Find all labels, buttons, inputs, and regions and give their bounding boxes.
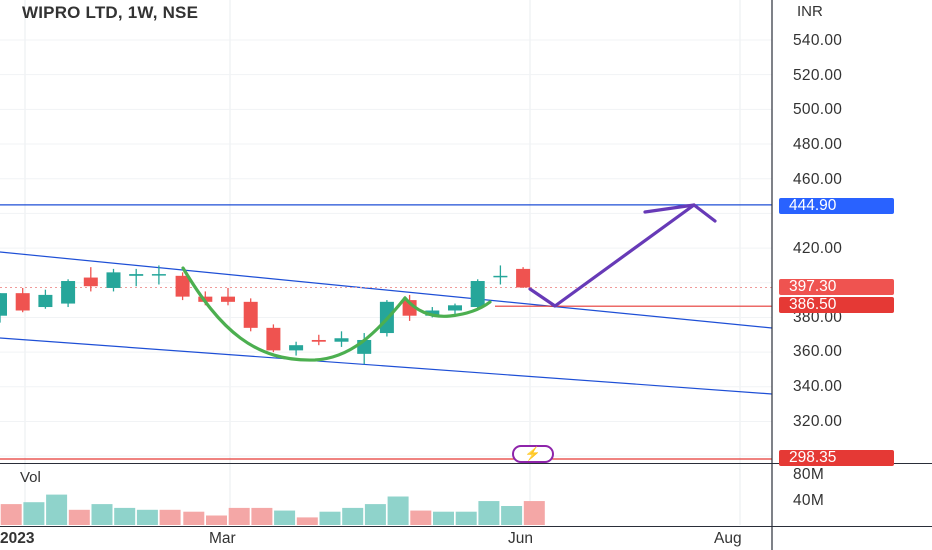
volume-bar — [136, 509, 158, 525]
time-axis-label: Aug — [714, 530, 742, 547]
price-tag: 298.35 — [779, 450, 894, 466]
volume-bar — [342, 507, 364, 525]
channel-lower-line — [0, 337, 773, 395]
candle-body — [61, 281, 76, 304]
candle-body — [129, 274, 144, 276]
symbol-title[interactable]: WIPRO LTD, 1W, NSE — [22, 3, 199, 22]
candle-body — [516, 268, 531, 288]
projection-arrow — [528, 203, 696, 308]
time-axis-label: 2023 — [0, 530, 35, 547]
volume-bar — [68, 509, 90, 525]
candle-body — [448, 305, 462, 311]
price-tag: 397.30 — [779, 279, 894, 295]
volume-bar — [523, 501, 545, 525]
volume-bar — [0, 504, 22, 525]
volume-bar — [91, 504, 113, 525]
candlestick-series — [0, 265, 531, 365]
candle-body — [243, 301, 258, 328]
lightning-bolt-icon[interactable]: ⚡ — [512, 445, 554, 463]
time-axis-label: Jun — [508, 530, 533, 547]
candle-body — [38, 294, 53, 308]
price-axis-label: 520.00 — [793, 67, 843, 84]
candle-body — [175, 275, 190, 297]
candle-body — [334, 338, 349, 342]
candle-body — [266, 327, 281, 351]
volume-bar — [387, 496, 409, 525]
volume-bar — [501, 506, 523, 525]
candle-body — [106, 272, 121, 288]
price-axis-label: 540.00 — [793, 32, 843, 49]
volume-axis-label: 80M — [793, 466, 825, 483]
candle-body — [83, 277, 98, 287]
cup-pattern-curve — [181, 266, 407, 362]
candle-body — [289, 345, 304, 351]
candle-body — [470, 281, 485, 308]
candle-body — [15, 293, 30, 311]
descending-channel[interactable] — [0, 251, 773, 395]
volume-bar — [159, 509, 181, 525]
volume-bar — [296, 517, 318, 525]
price-axis-label: 500.00 — [793, 101, 843, 118]
price-axis-label: 380.00 — [793, 309, 843, 326]
volume-bar — [114, 507, 136, 525]
projection-arrow-head — [643, 203, 717, 223]
price-axis-label: 320.00 — [793, 413, 843, 430]
price-axis-label: 340.00 — [793, 378, 843, 395]
volume-bar — [251, 507, 273, 525]
volume-bar — [455, 511, 477, 525]
candle-body — [151, 274, 166, 276]
volume-bar — [319, 511, 341, 525]
horizontal-levels[interactable] — [0, 204, 772, 460]
price-tag: 444.90 — [779, 198, 894, 214]
price-axis-label: 360.00 — [793, 343, 843, 360]
time-axis-label: Mar — [209, 530, 236, 547]
volume-bar — [433, 511, 454, 525]
chart-grid — [0, 0, 772, 525]
volume-bar — [183, 511, 205, 525]
channel-upper-line — [0, 251, 773, 329]
volume-bar — [410, 510, 432, 525]
volume-bar — [228, 507, 250, 525]
volume-label[interactable]: Vol — [20, 469, 41, 486]
candle-body — [311, 339, 326, 342]
volume-bars — [0, 494, 545, 525]
price-tag: 386.50 — [779, 297, 894, 313]
candle-body — [425, 310, 440, 316]
handle-pattern-curve — [403, 296, 492, 318]
volume-bar — [206, 515, 227, 525]
candle-body — [0, 293, 7, 316]
currency-label: INR — [797, 3, 823, 20]
price-axis-label: 420.00 — [793, 240, 843, 257]
volume-bar — [364, 504, 386, 525]
volume-bar — [46, 494, 68, 525]
volume-axis-label: 40M — [793, 492, 825, 509]
candle-body — [493, 275, 508, 278]
candle-body — [221, 296, 235, 302]
price-axis-label: 480.00 — [793, 136, 843, 153]
volume-bar — [478, 501, 500, 525]
volume-bar — [274, 510, 296, 525]
volume-bar — [23, 502, 45, 525]
price-axis-label: 460.00 — [793, 171, 843, 188]
chart-drawings[interactable] — [181, 203, 717, 362]
